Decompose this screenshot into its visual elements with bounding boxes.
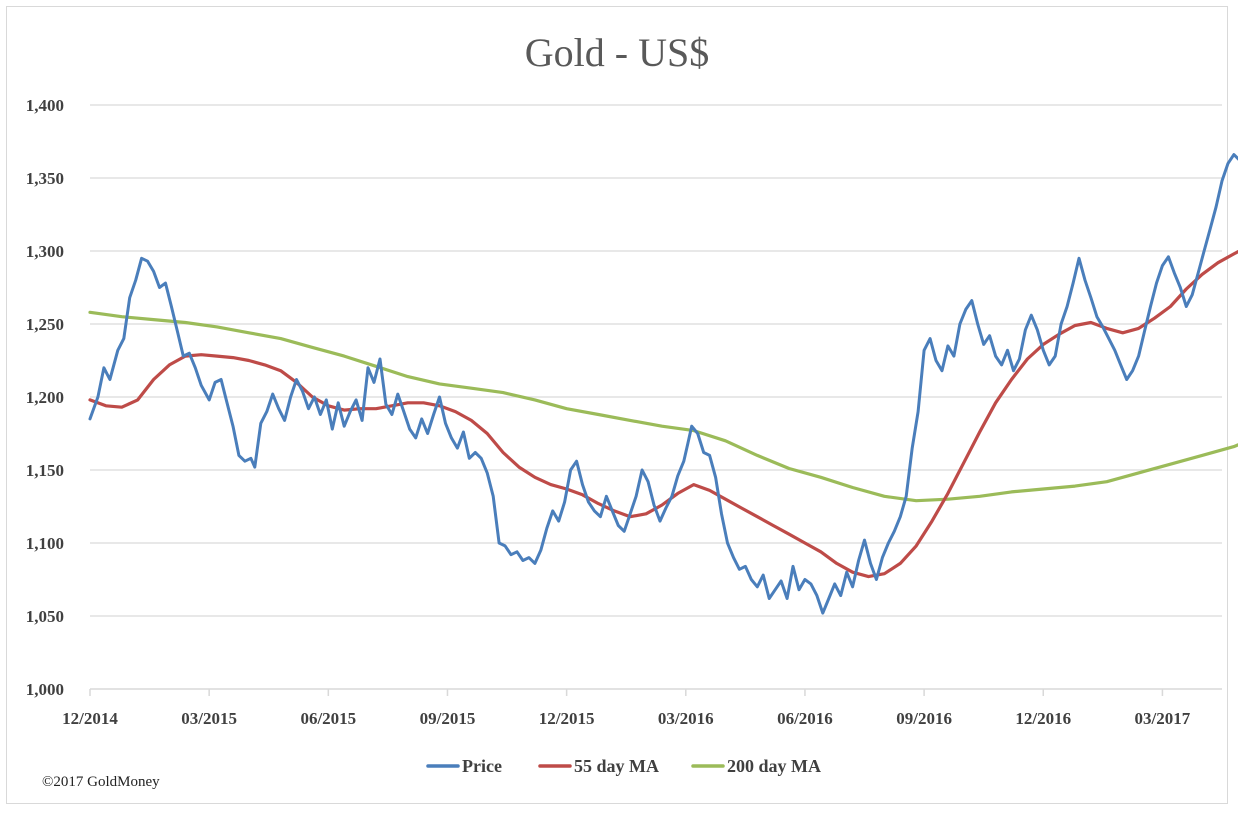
copyright-text: ©2017 GoldMoney bbox=[42, 774, 160, 790]
x-axis-tick-marks bbox=[89, 689, 1164, 696]
x-tick-label: 12/2016 bbox=[1015, 709, 1071, 728]
x-tick-label: 03/2015 bbox=[181, 709, 237, 728]
legend-label: 200 day MA bbox=[727, 756, 821, 776]
y-tick-label: 1,200 bbox=[26, 388, 64, 407]
y-tick-label: 1,000 bbox=[26, 680, 64, 699]
x-tick-label: 03/2016 bbox=[658, 709, 714, 728]
y-axis-tick-labels: 1,000 1,050 1,100 1,150 1,200 1,250 1,300 1,350… bbox=[26, 96, 64, 699]
x-tick-label: 06/2016 bbox=[777, 709, 833, 728]
chart-title: Gold - US$ bbox=[525, 30, 709, 75]
y-tick-label: 1,250 bbox=[26, 315, 64, 334]
x-axis-tick-labels: 12/2014 03/2015 06/2015 09/2015 12/2015 03/20… bbox=[62, 709, 1191, 728]
x-tick-label: 12/2015 bbox=[539, 709, 595, 728]
y-tick-label: 1,350 bbox=[26, 169, 64, 188]
y-tick-label: 1,300 bbox=[26, 242, 64, 261]
x-tick-label: 06/2015 bbox=[300, 709, 356, 728]
x-tick-label: 03/2017 bbox=[1135, 709, 1191, 728]
y-tick-label: 1,400 bbox=[26, 96, 64, 115]
series-line-200-day-ma bbox=[88, 310, 1238, 503]
series-layer bbox=[88, 153, 1238, 615]
legend-label: Price bbox=[462, 756, 502, 776]
series-line-55-day-ma bbox=[88, 249, 1238, 579]
y-tick-label: 1,050 bbox=[26, 607, 64, 626]
x-tick-label: 09/2016 bbox=[896, 709, 952, 728]
legend: Price 55 day MA 200 day MA bbox=[426, 756, 821, 776]
y-tick-label: 1,150 bbox=[26, 461, 64, 480]
x-tick-label: 09/2015 bbox=[420, 709, 476, 728]
x-tick-label: 12/2014 bbox=[62, 709, 118, 728]
y-tick-label: 1,100 bbox=[26, 534, 64, 553]
legend-label: 55 day MA bbox=[574, 756, 659, 776]
chart-frame bbox=[6, 6, 1228, 804]
series-line-price bbox=[88, 153, 1238, 615]
